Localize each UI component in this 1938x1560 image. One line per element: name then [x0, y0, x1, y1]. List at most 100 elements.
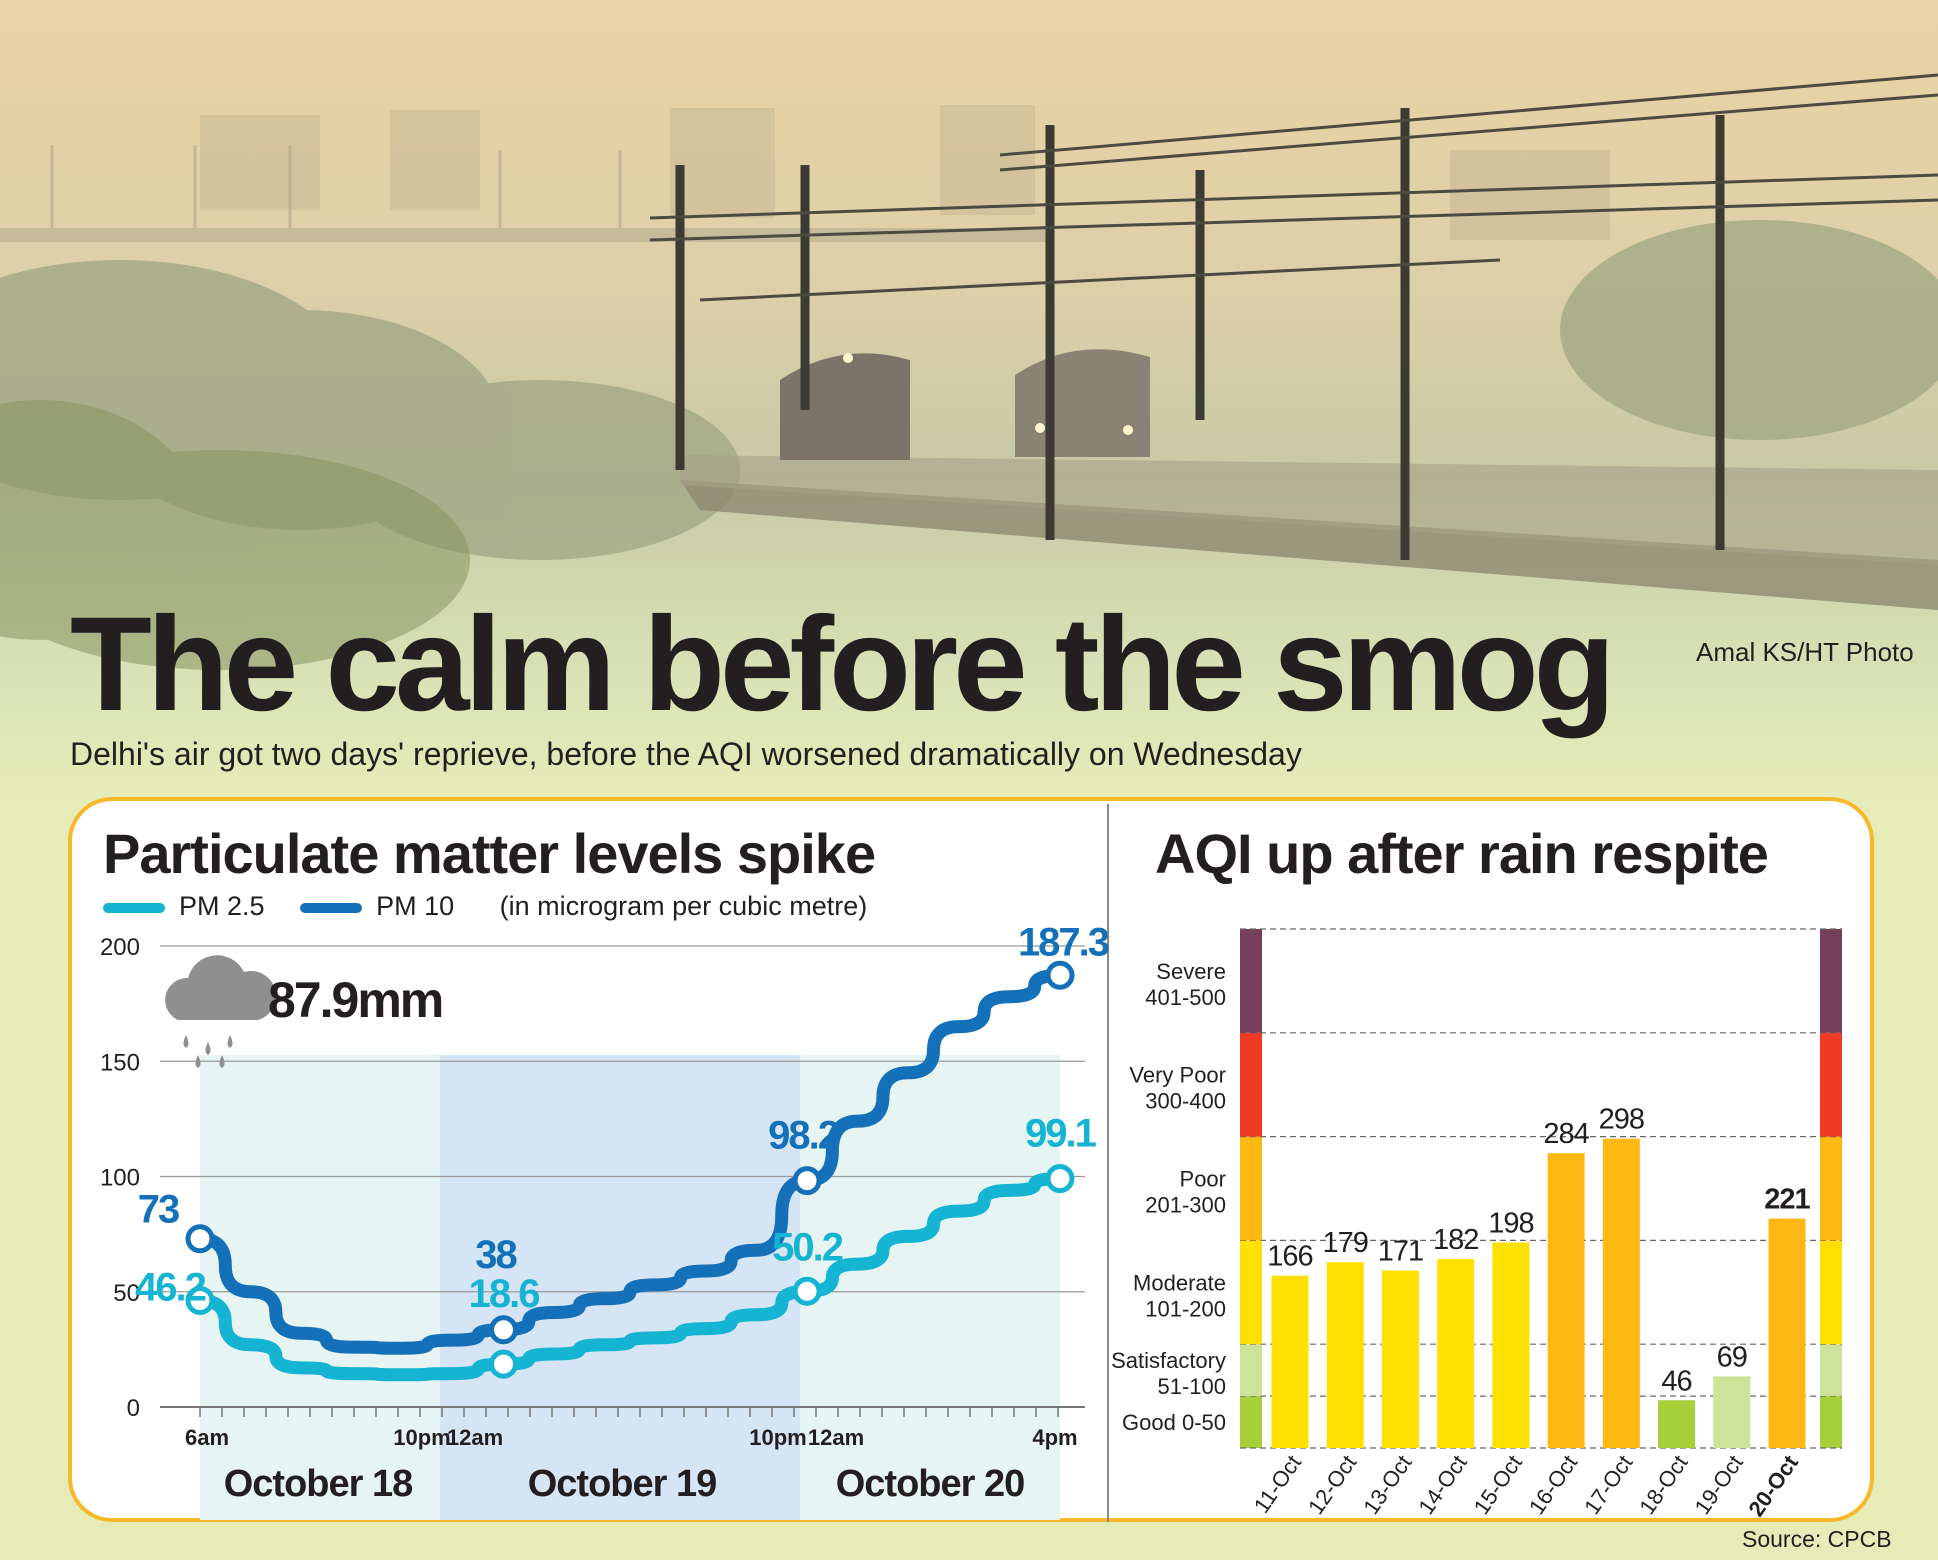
aqi-category-label: 18-Oct [1634, 1451, 1692, 1519]
day-label: October 20 [836, 1463, 1025, 1505]
aqi-bar [1768, 1218, 1806, 1448]
panel-divider [1107, 804, 1109, 1522]
data-point [1045, 960, 1075, 990]
rain-cloud-icon [165, 955, 276, 1068]
data-label: 99.1 [1025, 1112, 1097, 1156]
unit-note: (in microgram per cubic metre) [499, 891, 868, 922]
aqi-band-range: 201-300 [1145, 1193, 1226, 1218]
aqi-bar [1271, 1275, 1309, 1448]
aqi-band-left-very-poor [1240, 1032, 1262, 1137]
aqi-band-left-moderate [1240, 1240, 1262, 1345]
x-tick-label: 4pm [1032, 1425, 1077, 1450]
data-point [792, 1166, 822, 1196]
aqi-value-label: 198 [1488, 1207, 1533, 1239]
aqi-value-label: 221 [1764, 1184, 1810, 1216]
y-tick-label: 0 [127, 1395, 140, 1422]
legend-swatch-pm25 [103, 903, 165, 914]
aqi-category-label: 16-Oct [1524, 1451, 1582, 1519]
headline: The calm before the smog [70, 590, 1615, 739]
aqi-value-label: 166 [1267, 1241, 1312, 1273]
raindrop [219, 1055, 225, 1068]
aqi-category-label: 11-Oct [1249, 1451, 1306, 1518]
subtitle: Delhi's air got two days' reprieve, befo… [70, 736, 1302, 772]
pm-legend: PM 2.5 PM 10 (in microgram per cubic met… [103, 890, 895, 922]
aqi-value-label: 69 [1717, 1341, 1747, 1373]
aqi-band-name: Very Poor [1129, 1063, 1226, 1088]
pm-chart-title: Particulate matter levels spike [103, 822, 876, 885]
aqi-bar [1326, 1262, 1364, 1448]
data-point [185, 1224, 215, 1254]
aqi-band-range: 51-100 [1157, 1374, 1226, 1399]
aqi-band-range: 101-200 [1145, 1296, 1226, 1321]
photo-credit: Amal KS/HT Photo [1696, 637, 1914, 667]
data-point [792, 1276, 822, 1306]
data-point [185, 1286, 215, 1316]
data-label: 38 [475, 1233, 517, 1277]
day-label: October 18 [224, 1463, 413, 1505]
aqi-band-left-satisfactory [1240, 1344, 1262, 1397]
aqi-band-right-severe [1820, 929, 1842, 1033]
day-band-2 [440, 1055, 800, 1520]
legend-swatch-pm10 [300, 903, 363, 914]
x-tick-label: 12am [447, 1425, 503, 1450]
series-line-pm10 [193, 968, 1067, 1355]
aqi-value-label: 298 [1599, 1104, 1644, 1136]
aqi-category-label: 15-Oct [1469, 1451, 1527, 1519]
aqi-band-left-severe [1240, 929, 1262, 1033]
aqi-band-right-good [1820, 1396, 1842, 1448]
y-tick-label: 200 [100, 934, 140, 961]
aqi-bar [1381, 1270, 1419, 1448]
data-label: 98.2 [768, 1114, 839, 1158]
aqi-band-range: 401-500 [1145, 985, 1226, 1010]
aqi-band-name: Satisfactory [1111, 1348, 1226, 1373]
legend-item-pm10: PM 10 [300, 891, 454, 922]
aqi-band-label: Good 0-50 [1122, 1410, 1226, 1435]
x-tick-label: 12am [808, 1425, 864, 1450]
aqi-value-label: 179 [1323, 1227, 1368, 1259]
aqi-value-label: 46 [1661, 1365, 1691, 1397]
aqi-band-left-poor [1240, 1136, 1262, 1241]
rain-amount: 87.9mm [268, 972, 442, 1028]
data-point [1045, 1164, 1075, 1194]
aqi-bar [1602, 1138, 1640, 1448]
data-point [489, 1315, 519, 1345]
raindrop [205, 1042, 211, 1055]
cloud-shape [165, 955, 276, 1020]
data-label: 18.6 [469, 1272, 540, 1316]
series-line-pm25 [193, 1172, 1067, 1382]
raindrop [183, 1035, 189, 1048]
aqi-category-label: 14-Oct [1413, 1451, 1471, 1519]
aqi-band-left-good [1240, 1396, 1262, 1448]
aqi-band-name: Severe [1156, 959, 1226, 984]
x-tick-label: 10pm [393, 1425, 450, 1450]
aqi-bar [1658, 1400, 1696, 1448]
aqi-category-label: 19-Oct [1690, 1451, 1748, 1519]
aqi-category-label: 13-Oct [1358, 1451, 1416, 1519]
aqi-category-label: 17-Oct [1579, 1451, 1637, 1519]
aqi-bar [1492, 1242, 1530, 1448]
aqi-band-right-satisfactory [1820, 1344, 1842, 1397]
aqi-band-name: Poor [1180, 1167, 1226, 1192]
day-label: October 19 [528, 1463, 717, 1505]
aqi-chart-title: AQI up after rain respite [1155, 822, 1769, 885]
data-label: 46.2 [135, 1266, 206, 1310]
data-label: 73 [138, 1188, 179, 1232]
raindrop [227, 1035, 233, 1048]
aqi-value-label: 171 [1378, 1236, 1423, 1268]
y-tick-label: 100 [100, 1165, 140, 1192]
aqi-band-name: Moderate [1133, 1270, 1226, 1295]
aqi-band-right-moderate [1820, 1240, 1842, 1345]
legend-item-pm25: PM 2.5 [103, 891, 265, 922]
aqi-value-label: 182 [1433, 1224, 1478, 1256]
data-point [489, 1349, 519, 1379]
data-label: 50.2 [772, 1225, 843, 1269]
x-tick-label: 10pm [749, 1425, 806, 1450]
aqi-band-right-poor [1820, 1136, 1842, 1241]
legend-label-pm10: PM 10 [376, 891, 455, 922]
source-note: Source: CPCB [1742, 1526, 1892, 1552]
data-label: 187.3 [1018, 920, 1109, 964]
aqi-bar [1547, 1153, 1585, 1448]
y-tick-label: 150 [100, 1049, 140, 1076]
